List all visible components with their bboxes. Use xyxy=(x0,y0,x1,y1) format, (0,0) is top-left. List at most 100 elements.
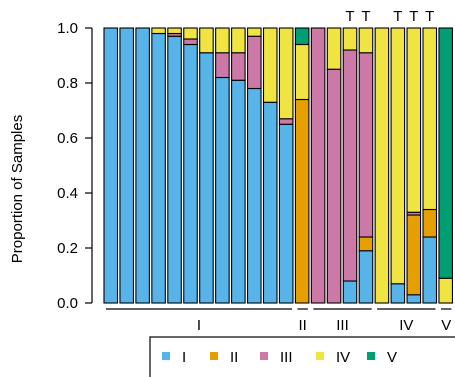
group-label: II xyxy=(298,317,306,334)
legend-swatch xyxy=(316,352,324,360)
bar-segment-IV xyxy=(231,27,246,54)
bar-segment-I xyxy=(183,43,198,304)
y-tick-label: 0.2 xyxy=(57,240,78,257)
y-tick-label: 0.8 xyxy=(57,75,78,92)
y-tick-label: 1.0 xyxy=(57,20,78,37)
bar-segment-IV xyxy=(151,27,166,35)
bar-segment-V xyxy=(438,27,454,279)
bar-segment-I xyxy=(406,294,422,304)
bar-segment-III xyxy=(326,68,342,304)
bar-2 xyxy=(119,27,134,304)
bar-segment-IV xyxy=(199,27,214,54)
bar-segment-III xyxy=(310,27,326,304)
bar-17 xyxy=(358,27,374,304)
top-marker: T xyxy=(393,8,402,25)
bar-segment-IV xyxy=(374,27,390,304)
group-label: IV xyxy=(399,317,413,334)
bar-segment-IV xyxy=(326,27,342,70)
bar-segment-I xyxy=(342,280,358,304)
bar-3 xyxy=(135,27,150,304)
bar-14 xyxy=(310,27,326,304)
bar-19 xyxy=(390,27,406,304)
bar-segment-IV xyxy=(294,43,310,101)
legend: I II III IV V xyxy=(149,336,455,377)
top-marker: T xyxy=(361,8,370,25)
bar-segment-I xyxy=(422,236,438,304)
bar-20 xyxy=(406,27,422,304)
bars-layer xyxy=(103,27,454,304)
bar-segment-I xyxy=(278,123,294,304)
bar-segment-I xyxy=(247,87,262,304)
legend-label: I xyxy=(182,349,186,366)
legend-swatch xyxy=(367,352,375,360)
bar-12 xyxy=(278,27,294,304)
bar-segment-II xyxy=(358,236,374,252)
bar-segment-IV xyxy=(183,27,198,40)
bar-segment-I xyxy=(119,27,134,304)
bar-segment-IV xyxy=(438,277,454,304)
bar-segment-IV xyxy=(358,27,374,54)
bar-segment-IV xyxy=(342,27,358,51)
bar-5 xyxy=(167,27,182,304)
legend-box xyxy=(149,336,455,377)
y-axis: 0.0 0.2 0.4 0.6 0.8 1.0 xyxy=(57,20,93,312)
bar-segment-IV xyxy=(406,27,422,213)
group-label: V xyxy=(441,317,451,334)
y-tick-label: 0.6 xyxy=(57,130,78,147)
bar-segment-IV xyxy=(167,27,182,35)
legend-label: II xyxy=(230,349,238,366)
bar-7 xyxy=(199,27,214,304)
bar-segment-III xyxy=(358,52,374,238)
bar-16 xyxy=(342,27,358,304)
group-brackets-layer: I II III IV V xyxy=(106,308,452,334)
bar-13 xyxy=(294,27,310,304)
bar-segment-III xyxy=(215,52,230,79)
bar-segment-II xyxy=(294,98,310,304)
bar-segment-IV xyxy=(215,27,230,54)
bar-segment-I xyxy=(358,250,374,304)
bar-segment-III xyxy=(247,35,262,90)
bar-21 xyxy=(422,27,438,304)
bar-segment-I xyxy=(151,32,166,304)
legend-swatch xyxy=(210,352,218,360)
bar-segment-I xyxy=(199,52,214,304)
bar-segment-IV xyxy=(422,27,438,211)
bar-segment-IV xyxy=(390,27,406,285)
bar-segment-III xyxy=(278,118,294,125)
bar-segment-IV xyxy=(262,27,278,103)
bar-segment-III xyxy=(342,49,358,282)
bar-segment-IV xyxy=(247,27,262,37)
legend-swatch xyxy=(162,352,170,360)
bar-15 xyxy=(326,27,342,304)
top-marker: T xyxy=(409,8,418,25)
group-label: III xyxy=(336,317,349,334)
y-tick-label: 0.0 xyxy=(57,295,78,312)
bar-segment-III xyxy=(183,38,198,46)
bar-18 xyxy=(374,27,390,304)
bar-segment-I xyxy=(390,283,406,304)
top-marker: T xyxy=(425,8,434,25)
bar-segment-IV xyxy=(278,27,294,120)
bar-11 xyxy=(262,27,278,304)
bar-segment-II xyxy=(406,214,422,296)
top-marker: T xyxy=(345,8,354,25)
bar-4 xyxy=(151,27,166,304)
bar-6 xyxy=(183,27,198,304)
bar-segment-I xyxy=(215,76,230,304)
bar-segment-I xyxy=(103,27,119,304)
bar-segment-I xyxy=(231,79,246,304)
bar-segment-I xyxy=(262,101,278,304)
bar-10 xyxy=(247,27,262,304)
bar-segment-III xyxy=(231,52,246,81)
bar-1 xyxy=(103,27,119,304)
legend-label: IV xyxy=(336,349,350,366)
bar-segment-V xyxy=(294,27,310,46)
bar-22 xyxy=(438,27,454,304)
legend-label: III xyxy=(280,349,293,366)
bar-segment-I xyxy=(135,27,150,304)
bar-segment-I xyxy=(167,35,182,304)
bar-9 xyxy=(231,27,246,304)
bar-segment-II xyxy=(422,208,438,238)
